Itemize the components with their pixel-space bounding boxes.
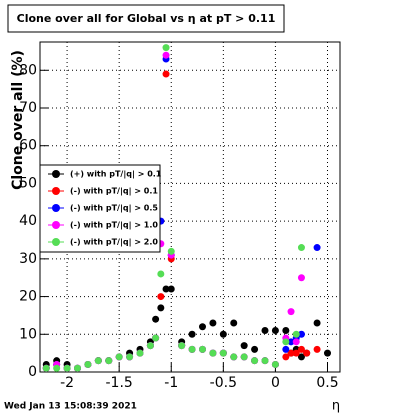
data-point bbox=[162, 44, 170, 52]
data-point bbox=[271, 360, 279, 368]
data-point bbox=[292, 338, 300, 346]
y-axis-label: Clone over all (%) bbox=[10, 50, 26, 190]
x-tick-label: 0.5 bbox=[316, 375, 338, 391]
y-tick-label: 50 bbox=[19, 175, 37, 191]
data-point bbox=[199, 323, 206, 331]
data-point bbox=[313, 319, 321, 327]
x-axis-label: η bbox=[332, 399, 340, 414]
data-point bbox=[146, 342, 154, 350]
data-point bbox=[240, 353, 248, 361]
data-point bbox=[282, 353, 290, 361]
data-point bbox=[240, 342, 248, 350]
data-point bbox=[157, 270, 165, 278]
data-point bbox=[292, 349, 300, 357]
data-point bbox=[94, 357, 102, 365]
y-tick-label: 40 bbox=[19, 213, 37, 229]
y-tick-label: 60 bbox=[19, 138, 37, 154]
timestamp: Wed Jan 13 15:08:39 2021 bbox=[4, 402, 137, 412]
y-tick-label: 10 bbox=[19, 326, 37, 342]
data-point bbox=[287, 338, 295, 346]
y-tick-label: 30 bbox=[19, 251, 37, 267]
data-point bbox=[230, 353, 238, 361]
chart-title: Clone over all for Global vs η at pT > 0… bbox=[17, 12, 276, 25]
legend-marker bbox=[52, 170, 60, 178]
data-point bbox=[261, 357, 269, 365]
y-tick-label: 70 bbox=[19, 100, 37, 116]
data-point bbox=[115, 353, 123, 361]
data-point bbox=[105, 357, 113, 365]
legend-marker bbox=[52, 238, 60, 246]
data-point bbox=[84, 360, 92, 368]
legend-label: (-) with pT/|q| > 0.1 bbox=[70, 187, 158, 196]
data-point bbox=[313, 345, 321, 353]
x-tick-label: 0 bbox=[271, 375, 280, 391]
legend-label: (+) with pT/|q| > 0.1 bbox=[70, 170, 162, 179]
data-point bbox=[251, 357, 259, 365]
x-tick-label: -0.5 bbox=[210, 375, 237, 391]
legend-label: (-) with pT/|q| > 0.5 bbox=[70, 204, 158, 213]
data-point bbox=[188, 330, 196, 338]
y-tick-label: 0 bbox=[28, 364, 37, 380]
data-point bbox=[209, 349, 217, 357]
title-box bbox=[7, 4, 285, 33]
data-point bbox=[219, 349, 227, 357]
data-point bbox=[251, 345, 259, 353]
data-point bbox=[297, 244, 305, 252]
legend-label: (-) with pT/|q| > 1.0 bbox=[70, 221, 158, 230]
data-point bbox=[261, 327, 269, 335]
data-point bbox=[287, 349, 295, 357]
data-point bbox=[209, 319, 217, 327]
x-tick-label: -1 bbox=[164, 375, 178, 391]
data-point bbox=[162, 51, 170, 59]
data-point bbox=[287, 308, 295, 316]
data-point bbox=[178, 342, 186, 350]
x-tick-label: -1.5 bbox=[106, 375, 133, 391]
data-point bbox=[282, 327, 290, 335]
data-point bbox=[313, 244, 321, 252]
data-point bbox=[74, 364, 81, 372]
data-point bbox=[324, 349, 331, 357]
data-point bbox=[297, 353, 305, 361]
legend-marker bbox=[52, 187, 60, 195]
data-point bbox=[162, 285, 170, 293]
data-point bbox=[157, 304, 165, 312]
legend-marker bbox=[52, 204, 60, 212]
data-point bbox=[230, 319, 238, 327]
data-point bbox=[282, 345, 290, 353]
y-tick-label: 20 bbox=[19, 289, 37, 305]
data-point bbox=[53, 364, 61, 372]
data-point bbox=[297, 345, 305, 353]
data-point bbox=[162, 70, 170, 78]
data-point bbox=[271, 327, 279, 335]
data-point bbox=[63, 364, 71, 372]
data-point bbox=[219, 330, 227, 338]
data-point bbox=[126, 353, 134, 361]
data-point bbox=[292, 330, 300, 338]
data-point bbox=[188, 345, 196, 353]
data-point bbox=[199, 345, 206, 353]
data-point bbox=[157, 293, 165, 301]
data-point bbox=[152, 315, 160, 323]
data-point bbox=[303, 349, 311, 357]
data-point bbox=[152, 334, 160, 342]
data-point bbox=[282, 338, 290, 346]
data-point bbox=[167, 247, 175, 255]
data-point bbox=[297, 330, 305, 338]
data-point bbox=[42, 364, 50, 372]
legend-label: (-) with pT/|q| > 2.0 bbox=[70, 238, 158, 247]
data-point bbox=[297, 274, 305, 282]
legend-marker bbox=[52, 221, 60, 229]
y-tick-label: 80 bbox=[19, 62, 37, 78]
data-point bbox=[136, 349, 144, 357]
data-point bbox=[167, 285, 175, 293]
x-tick-label: -2 bbox=[60, 375, 74, 391]
